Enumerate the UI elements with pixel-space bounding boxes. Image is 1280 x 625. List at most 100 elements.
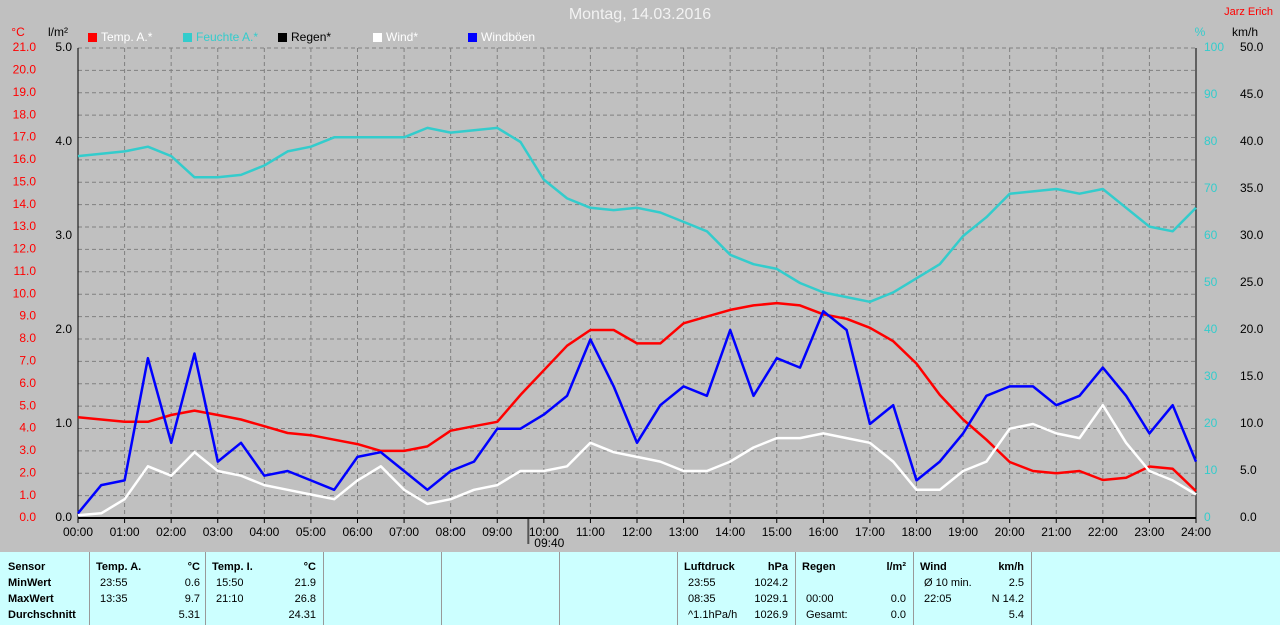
cell-value: 2.5 bbox=[1008, 577, 1024, 589]
x-tick-label: 09:00 bbox=[482, 525, 512, 539]
time-marker-label: 09:40 bbox=[534, 536, 564, 550]
y-tick-label: 0.0 bbox=[19, 510, 36, 524]
cell-value: 0.0 bbox=[890, 609, 906, 621]
group-unit: °C bbox=[187, 561, 200, 573]
x-tick-label: 14:00 bbox=[715, 525, 745, 539]
y-tick-label: 2.0 bbox=[19, 465, 36, 479]
row-label: MaxWert bbox=[8, 593, 54, 605]
cell-value: 0.6 bbox=[184, 577, 200, 589]
x-tick-label: 12:00 bbox=[622, 525, 652, 539]
column-separator bbox=[89, 552, 90, 625]
y-tick-label: 15.0 bbox=[13, 174, 37, 188]
y-tick-label: 80 bbox=[1204, 134, 1218, 148]
x-tick-label: 03:00 bbox=[203, 525, 233, 539]
author: Jarz Erich bbox=[1224, 6, 1273, 18]
axis-unit: km/h bbox=[1232, 25, 1258, 39]
x-tick-label: 20:00 bbox=[995, 525, 1025, 539]
legend-swatch bbox=[373, 33, 382, 42]
y-tick-label: 6.0 bbox=[19, 376, 36, 390]
cell-time: Ø 10 min. bbox=[924, 577, 972, 589]
summary-table: Sensor MinWert MaxWert Durchschnitt Temp. A.… bbox=[0, 552, 1280, 625]
cell-value: 26.8 bbox=[294, 593, 316, 605]
x-tick-label: 18:00 bbox=[901, 525, 931, 539]
group-unit: l/m² bbox=[886, 561, 906, 573]
cell-value: N 14.2 bbox=[991, 593, 1024, 605]
y-tick-label: 20 bbox=[1204, 416, 1218, 430]
column-separator bbox=[795, 552, 796, 625]
cell-time: 23:55 bbox=[688, 577, 716, 589]
legend-label: Regen* bbox=[291, 30, 331, 44]
y-tick-label: 4.0 bbox=[55, 134, 72, 148]
cell-value: 5.4 bbox=[1008, 609, 1024, 621]
y-tick-label: 50.0 bbox=[1240, 40, 1264, 54]
row-label: Durchschnitt bbox=[8, 609, 76, 621]
y-tick-label: 13.0 bbox=[13, 219, 37, 233]
cell-value: 1024.2 bbox=[754, 577, 788, 589]
x-tick-label: 13:00 bbox=[669, 525, 699, 539]
y-tick-label: 3.0 bbox=[55, 228, 72, 242]
y-tick-label: 9.0 bbox=[19, 309, 36, 323]
y-tick-label: 2.0 bbox=[55, 322, 72, 336]
legend-label: Temp. A.* bbox=[101, 30, 153, 44]
chart-title: Montag, 14.03.2016 bbox=[569, 6, 711, 23]
y-tick-label: 40 bbox=[1204, 322, 1218, 336]
x-tick-label: 22:00 bbox=[1088, 525, 1118, 539]
group-name: Temp. A. bbox=[96, 561, 142, 573]
y-tick-label: 0.0 bbox=[1240, 510, 1257, 524]
cell-value: 5.31 bbox=[178, 609, 200, 621]
y-tick-label: 70 bbox=[1204, 181, 1218, 195]
x-tick-label: 19:00 bbox=[948, 525, 978, 539]
x-tick-label: 24:00 bbox=[1181, 525, 1211, 539]
cell-value: 21.9 bbox=[294, 577, 316, 589]
x-tick-label: 21:00 bbox=[1041, 525, 1071, 539]
y-tick-label: 25.0 bbox=[1240, 275, 1264, 289]
y-tick-label: 7.0 bbox=[19, 354, 36, 368]
group-unit: hPa bbox=[767, 561, 788, 573]
y-tick-label: 10 bbox=[1204, 463, 1218, 477]
cell-value: 9.7 bbox=[184, 593, 200, 605]
x-tick-label: 01:00 bbox=[110, 525, 140, 539]
legend-swatch bbox=[183, 33, 192, 42]
y-tick-label: 21.0 bbox=[13, 40, 37, 54]
y-tick-label: 100 bbox=[1204, 40, 1224, 54]
y-tick-label: 90 bbox=[1204, 87, 1218, 101]
axis-unit: % bbox=[1195, 25, 1206, 39]
y-tick-label: 20.0 bbox=[13, 63, 37, 77]
cell-time: 15:50 bbox=[216, 577, 244, 589]
group-name: Wind bbox=[920, 561, 947, 573]
y-tick-label: 18.0 bbox=[13, 107, 37, 121]
legend-label: Windböen bbox=[481, 30, 535, 44]
y-tick-label: 19.0 bbox=[13, 85, 37, 99]
column-separator bbox=[677, 552, 678, 625]
group-unit: km/h bbox=[998, 561, 1024, 573]
column-separator bbox=[441, 552, 442, 625]
x-tick-label: 23:00 bbox=[1134, 525, 1164, 539]
group-name: Luftdruck bbox=[684, 561, 735, 573]
cell-time: 23:55 bbox=[100, 577, 128, 589]
y-tick-label: 1.0 bbox=[19, 488, 36, 502]
y-tick-label: 45.0 bbox=[1240, 87, 1264, 101]
group-name: Temp. I. bbox=[212, 561, 253, 573]
y-tick-label: 60 bbox=[1204, 228, 1218, 242]
y-tick-label: 17.0 bbox=[13, 130, 37, 144]
x-tick-label: 11:00 bbox=[576, 525, 605, 539]
series-line bbox=[77, 301, 1197, 493]
x-tick-label: 04:00 bbox=[249, 525, 279, 539]
background bbox=[0, 0, 1280, 552]
y-tick-label: 4.0 bbox=[19, 421, 36, 435]
legend-label: Feuchte A.* bbox=[196, 30, 258, 44]
column-separator bbox=[913, 552, 914, 625]
y-tick-label: 30.0 bbox=[1240, 228, 1264, 242]
cell-time: ^1.1hPa/h bbox=[688, 609, 738, 621]
y-tick-label: 10.0 bbox=[1240, 416, 1264, 430]
y-tick-label: 35.0 bbox=[1240, 181, 1264, 195]
legend-swatch bbox=[278, 33, 287, 42]
y-tick-label: 5.0 bbox=[1240, 463, 1257, 477]
series-line bbox=[77, 403, 1197, 517]
y-tick-label: 16.0 bbox=[13, 152, 37, 166]
x-tick-label: 00:00 bbox=[63, 525, 93, 539]
y-tick-label: 3.0 bbox=[19, 443, 36, 457]
y-tick-label: 10.0 bbox=[13, 286, 37, 300]
y-tick-label: 1.0 bbox=[55, 416, 72, 430]
